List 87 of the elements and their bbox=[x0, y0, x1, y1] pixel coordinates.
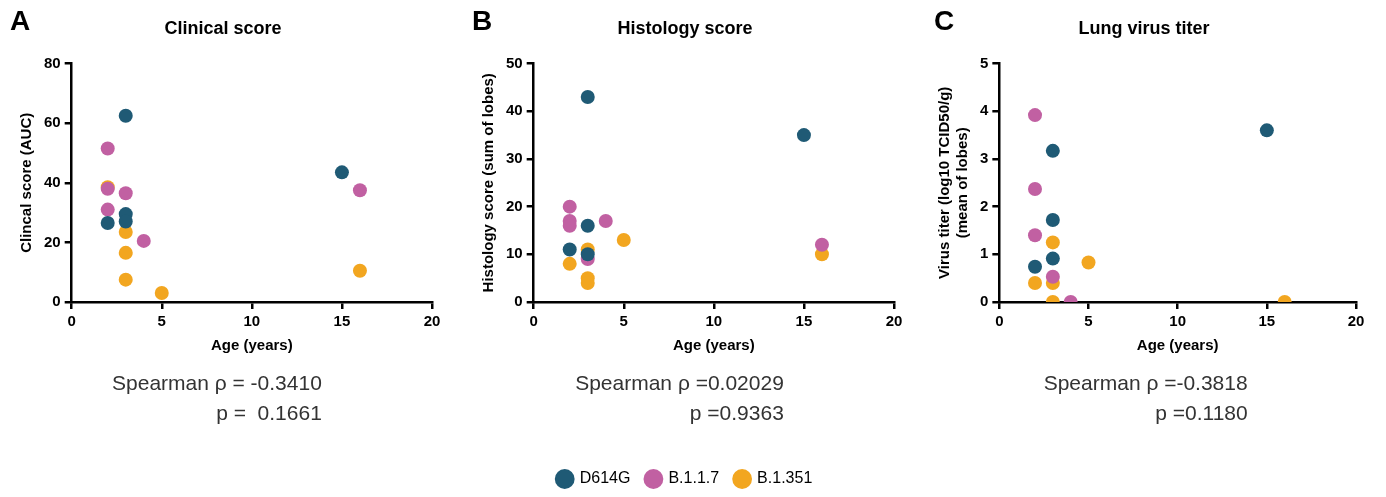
point bbox=[154, 286, 169, 301]
point bbox=[562, 242, 577, 257]
x-tick-label: 5 bbox=[1084, 312, 1093, 330]
y-tick-label: 30 bbox=[506, 149, 523, 167]
y-tick-label: 40 bbox=[506, 101, 523, 119]
point bbox=[100, 141, 115, 156]
x-tick-label: 15 bbox=[1258, 312, 1276, 330]
point bbox=[1045, 251, 1060, 266]
x-tick-label: 10 bbox=[705, 312, 723, 330]
point bbox=[1028, 259, 1043, 274]
point bbox=[562, 199, 577, 214]
y-axis-title: Virus titer (log10 TCID50/g) (mean of lobes) bbox=[935, 86, 971, 279]
y-tick-label: 20 bbox=[506, 196, 523, 214]
point bbox=[352, 263, 367, 278]
chart-title: Histology score bbox=[617, 17, 753, 38]
text: Spearman ρ = -0.3410 bbox=[112, 370, 322, 394]
x-tick-label: 5 bbox=[619, 312, 628, 330]
point bbox=[118, 272, 133, 287]
point bbox=[100, 202, 115, 217]
x-tick-label: 20 bbox=[1347, 312, 1365, 330]
x-tick-label: 15 bbox=[795, 312, 813, 330]
y-axis-title: Clincal score (AUC) bbox=[17, 112, 35, 253]
y-tick-label: 3 bbox=[980, 149, 989, 167]
y-tick-label: 50 bbox=[506, 53, 523, 71]
point bbox=[1028, 228, 1043, 243]
legend-label: B.1.351 bbox=[757, 469, 813, 487]
point bbox=[118, 245, 133, 260]
x-tick-label: 10 bbox=[243, 312, 261, 330]
x-tick-label: 20 bbox=[885, 312, 903, 330]
point bbox=[352, 183, 367, 198]
point bbox=[1045, 269, 1060, 284]
point bbox=[1028, 182, 1043, 196]
point bbox=[1045, 235, 1060, 250]
x-tick-label: 10 bbox=[1169, 312, 1187, 330]
point bbox=[1259, 123, 1274, 138]
legend-label: D614G bbox=[579, 469, 631, 487]
point bbox=[814, 237, 829, 252]
y-tick-label: 80 bbox=[44, 53, 61, 71]
text: B bbox=[472, 4, 493, 36]
point bbox=[334, 165, 349, 180]
y-tick-label: 4 bbox=[980, 101, 989, 119]
text: Spearman ρ =0.02029 bbox=[575, 370, 784, 394]
y-tick-label: 0 bbox=[980, 292, 989, 310]
y-tick-label: 0 bbox=[514, 292, 523, 310]
text: Spearman ρ =-0.3818 bbox=[1043, 370, 1248, 394]
x-axis-title: Age (years) bbox=[672, 336, 755, 354]
point bbox=[598, 213, 613, 228]
point bbox=[562, 256, 577, 271]
point bbox=[1045, 212, 1060, 227]
point bbox=[100, 216, 115, 231]
point bbox=[1028, 108, 1043, 123]
x-tick-label: 20 bbox=[423, 312, 441, 330]
point bbox=[1028, 275, 1043, 290]
chart-title: Lung virus titer bbox=[1078, 17, 1210, 38]
point bbox=[1045, 143, 1060, 158]
x-tick-label: 0 bbox=[529, 312, 538, 330]
x-tick-label: 5 bbox=[157, 312, 166, 330]
x-tick-label: 0 bbox=[995, 312, 1004, 330]
y-tick-label: 0 bbox=[52, 292, 61, 310]
point bbox=[118, 186, 133, 201]
chart-title: Clinical score bbox=[164, 17, 282, 38]
y-tick-label: 2 bbox=[980, 196, 989, 214]
legend-label: B.1.1.7 bbox=[668, 469, 720, 487]
x-axis-title: Age (years) bbox=[1136, 336, 1219, 354]
point bbox=[580, 89, 595, 104]
y-tick-label: 20 bbox=[44, 232, 61, 250]
y-tick-label: 10 bbox=[506, 244, 523, 262]
point bbox=[616, 233, 631, 248]
x-axis-title: Age (years) bbox=[210, 336, 293, 354]
point bbox=[136, 233, 151, 248]
y-tick-label: 60 bbox=[44, 113, 61, 131]
x-tick-label: 0 bbox=[67, 312, 76, 330]
y-tick-label: 5 bbox=[980, 53, 989, 71]
point bbox=[796, 128, 811, 143]
text: A bbox=[10, 4, 31, 36]
y-axis-title: Histology score (sum of lobes) bbox=[479, 73, 497, 293]
y-tick-label: 40 bbox=[44, 172, 61, 190]
text: p =0.1180 bbox=[1155, 400, 1248, 424]
text: p =0.9363 bbox=[689, 400, 784, 424]
y-tick-label: 1 bbox=[980, 244, 989, 262]
text: p = 0.1661 bbox=[216, 400, 322, 424]
point bbox=[580, 247, 595, 262]
x-tick-label: 15 bbox=[333, 312, 351, 330]
point bbox=[1081, 255, 1096, 270]
point bbox=[118, 108, 133, 123]
point bbox=[580, 218, 595, 233]
text: C bbox=[934, 4, 955, 36]
